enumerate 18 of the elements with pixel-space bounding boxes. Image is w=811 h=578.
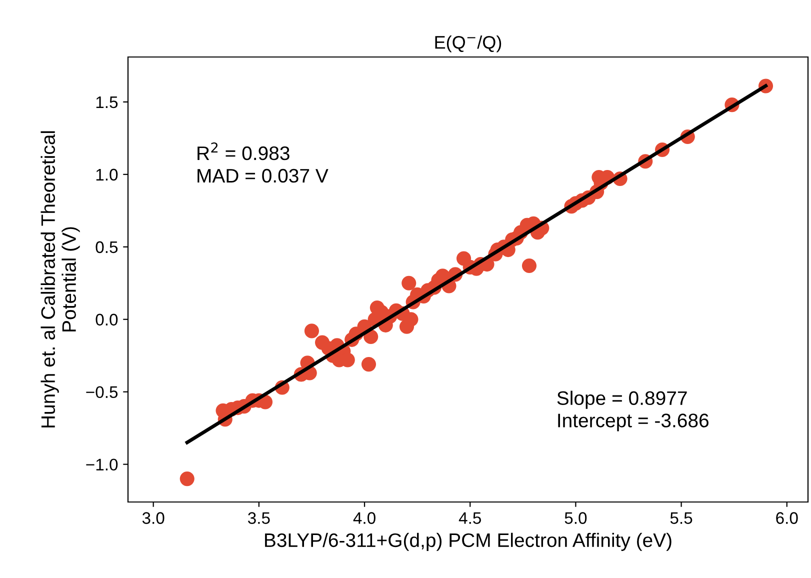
y-axis-title: Hunyh et. al Calibrated Theoretical Potential (V) <box>40 131 80 428</box>
x-tick-label: 5.0 <box>564 512 587 524</box>
y-tick-label: −1.0 <box>86 458 118 471</box>
y-tick-label: 0.5 <box>96 241 118 254</box>
annotation: Slope = 0.8977 Intercept = -3.686 <box>557 390 708 432</box>
y-tick-label: 1.5 <box>96 96 118 108</box>
x-axis-title: B3LYP/6-311+G(d,p) PCM Electron Affinity (eV) <box>265 532 672 551</box>
y-tick-label: −0.5 <box>86 386 118 398</box>
annotation: R$^{2}$ = 0.983 MAD = 0.037 V <box>198 142 328 183</box>
x-tick-label: 3.0 <box>142 512 164 524</box>
x-tick-label: 6.0 <box>776 512 798 524</box>
x-tick-label: 3.5 <box>248 512 270 524</box>
chart-title: E(Q$^{−}$/Q) <box>435 35 502 52</box>
x-tick-label: 5.5 <box>670 512 692 524</box>
y-tick-label: 0.0 <box>96 314 118 326</box>
y-tick-label: 1.0 <box>96 168 118 181</box>
x-tick-label: 4.5 <box>458 512 481 524</box>
x-tick-label: 4.0 <box>353 512 376 524</box>
